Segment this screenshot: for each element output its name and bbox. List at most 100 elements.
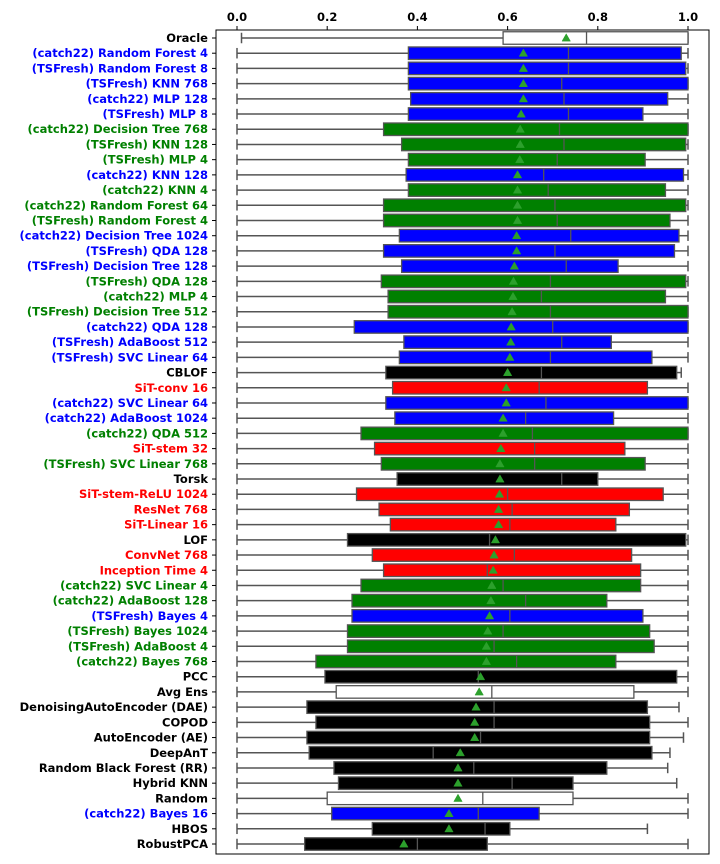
box-row: HBOS [172, 822, 649, 836]
mean-marker [455, 748, 465, 757]
box [360, 578, 642, 593]
x-tick-label: 0.6 [497, 10, 517, 24]
mean-marker [481, 656, 492, 665]
box [387, 304, 689, 319]
mean-marker [487, 580, 497, 589]
row-label: (TSFresh) SVC Linear 768 [43, 457, 208, 471]
box-row: CBLOF [166, 366, 682, 380]
box-row: (TSFresh) AdaBoost 512 [52, 335, 689, 349]
row-label: SiT-stem 32 [133, 442, 208, 456]
box [407, 46, 682, 61]
box-row: (catch22) QDA 512 [86, 426, 689, 440]
box [398, 350, 653, 365]
row-label: LOF [183, 533, 208, 547]
box [335, 685, 635, 699]
mean-marker [501, 398, 511, 407]
box [353, 320, 689, 334]
mean-marker [511, 246, 522, 255]
box-row: (TSFresh) SVC Linear 64 [51, 350, 689, 365]
mean-marker [561, 33, 571, 42]
box-row: PCC [183, 670, 689, 684]
box [380, 456, 646, 471]
box-row: (catch22) Bayes 768 [76, 655, 689, 669]
box [407, 183, 667, 197]
box-row: (catch22) KNN 128 [86, 168, 689, 182]
box-row: (TSFresh) KNN 768 [86, 77, 689, 91]
mean-marker [506, 337, 516, 346]
box-row: (TSFresh) Bayes 1024 [67, 624, 689, 638]
box-row: (catch22) Decision Tree 1024 [20, 229, 689, 243]
row-label: (TSFresh) Random Forest 8 [32, 61, 208, 75]
x-tick-label: 1.0 [678, 10, 698, 24]
box [303, 837, 488, 851]
row-label: (TSFresh) Decision Tree 512 [27, 305, 208, 319]
box-row: (TSFresh) Bayes 4 [91, 609, 689, 623]
box-row: Avg Ens [157, 685, 689, 699]
mean-marker [502, 367, 513, 376]
mean-marker [518, 78, 529, 88]
mean-marker [509, 261, 519, 270]
row-label: (TSFresh) MLP 8 [103, 107, 208, 121]
box-row: (catch22) AdaBoost 1024 [45, 411, 689, 425]
box-row: Oracle [166, 31, 689, 45]
box-row: (catch22) SVC Linear 64 [52, 396, 689, 410]
row-label: Torsk [174, 472, 209, 486]
box [346, 532, 687, 547]
row-label: (TSFresh) SVC Linear 64 [51, 350, 208, 364]
row-label: (TSFresh) Decision Tree 128 [27, 259, 208, 273]
box [378, 502, 631, 517]
mean-marker [489, 550, 499, 559]
row-label: SiT-stem-ReLU 1024 [79, 487, 208, 501]
mean-marker [515, 124, 525, 133]
row-label: (TSFresh) Bayes 4 [91, 609, 208, 623]
box-row: (catch22) Random Forest 64 [24, 198, 689, 212]
mean-marker [453, 778, 463, 787]
box [315, 715, 651, 730]
row-label: Avg Ens [157, 685, 208, 699]
row-label: (catch22) KNN 128 [86, 168, 208, 182]
mean-marker [495, 474, 505, 483]
x-tick-label: 0.8 [588, 10, 608, 24]
row-label: (catch22) SVC Linear 64 [52, 396, 208, 410]
box-row: (TSFresh) Decision Tree 128 [27, 259, 689, 273]
mean-marker [488, 565, 498, 574]
box-row: (TSFresh) Decision Tree 512 [27, 304, 689, 319]
box-row: SiT-stem 32 [133, 442, 689, 456]
box-row: (TSFresh) QDA 128 [86, 244, 689, 258]
box-row: (catch22) MLP 128 [87, 91, 689, 106]
box [409, 91, 669, 106]
mean-marker [494, 489, 505, 498]
mean-marker [484, 611, 495, 620]
box-row: (catch22) Random Forest 4 [32, 46, 689, 61]
row-label: (catch22) Decision Tree 1024 [20, 229, 208, 243]
row-label: PCC [183, 670, 208, 684]
row-label: SiT-Linear 16 [124, 518, 208, 532]
box-row: (TSFresh) QDA 128 [86, 274, 689, 288]
row-label: (TSFresh) KNN 768 [86, 77, 208, 91]
box-row: (catch22) Bayes 16 [84, 806, 689, 821]
mean-marker [515, 154, 525, 164]
mean-marker [505, 352, 515, 361]
mean-marker [498, 428, 508, 437]
box [382, 244, 676, 258]
box [346, 624, 651, 638]
box-row: (catch22) MLP 4 [103, 289, 689, 304]
row-label: COPOD [162, 715, 208, 729]
box [407, 107, 644, 121]
box [382, 122, 689, 137]
box [391, 380, 649, 395]
box-row: Inception Time 4 [100, 563, 689, 577]
box [387, 289, 667, 304]
mean-marker [483, 626, 493, 635]
box-row: (catch22) QDA 128 [86, 320, 689, 334]
box-row: (catch22) Decision Tree 768 [28, 122, 689, 137]
row-label: ResNet 768 [134, 502, 208, 516]
row-label: (catch22) Decision Tree 768 [28, 122, 208, 136]
box [502, 31, 689, 45]
mean-marker [444, 808, 454, 817]
box [389, 517, 617, 532]
box-row: (TSFresh) MLP 4 [103, 153, 689, 167]
row-label: (catch22) SVC Linear 4 [60, 578, 208, 592]
mean-marker [512, 170, 523, 179]
box [331, 806, 540, 821]
